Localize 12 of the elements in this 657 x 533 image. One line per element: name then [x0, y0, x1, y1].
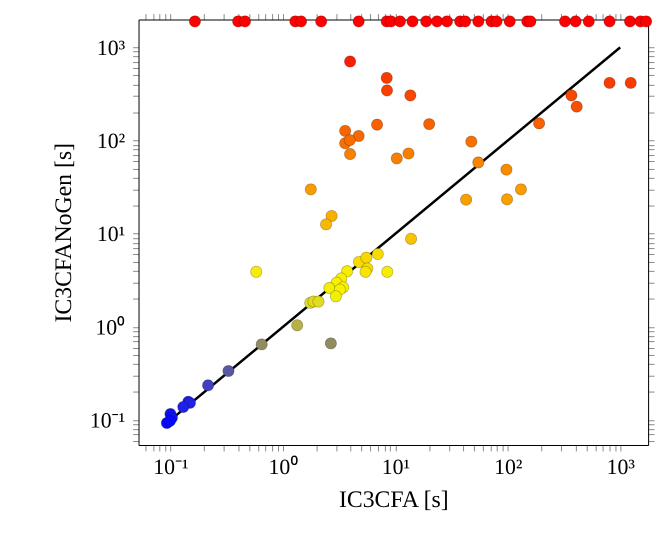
y-tick-label: 10³ — [96, 36, 126, 60]
x-tick-label: 10² — [494, 455, 523, 480]
y-tick-label: 10⁰ — [95, 315, 126, 340]
y-tick-label: 10² — [96, 128, 126, 153]
x-axis-title: IC3CFA [s] — [338, 486, 449, 513]
y-axis-title: IC3CFANoGen [s] — [51, 142, 78, 323]
x-tick-label: 10³ — [606, 455, 636, 480]
x-tick-label: 10¹ — [382, 455, 410, 480]
x-tick-label: 10⁰ — [268, 455, 298, 480]
y-tick-label: 10¹ — [96, 222, 126, 246]
y-tick-label: 10⁻¹ — [90, 408, 126, 432]
x-tick-label: 10⁻¹ — [153, 455, 189, 480]
